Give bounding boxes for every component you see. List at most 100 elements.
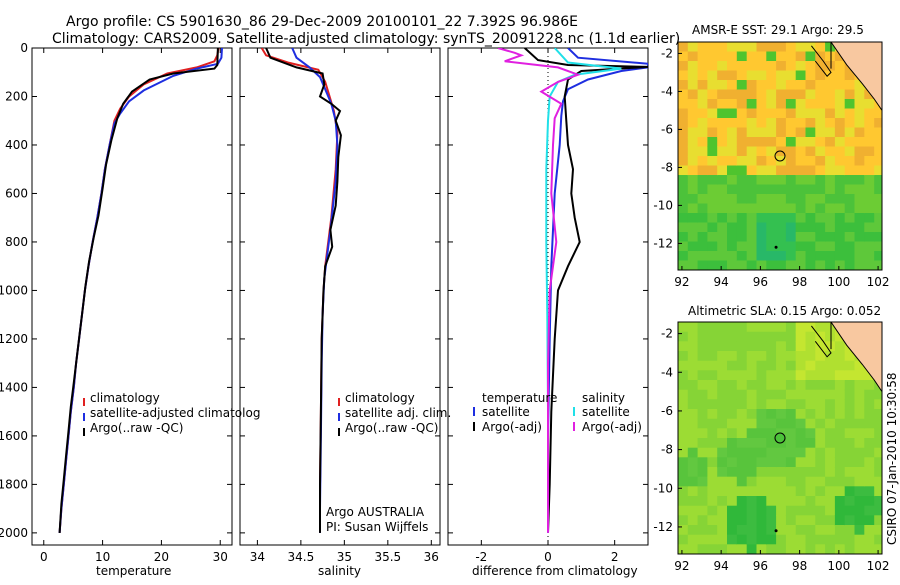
- map-cell: [854, 486, 865, 497]
- map-cell: [874, 409, 882, 420]
- map-cell: [834, 232, 846, 243]
- map-cell: [834, 467, 846, 478]
- map-cell: [825, 99, 836, 110]
- map-cell: [678, 515, 689, 526]
- map-cell: [795, 525, 807, 536]
- map-cell: [834, 194, 846, 205]
- series-line-salinity-satellite: [545, 48, 622, 533]
- map-cell: [864, 467, 875, 478]
- map-cell: [854, 108, 865, 119]
- map-cell: [834, 360, 846, 371]
- map-cell: [756, 80, 767, 91]
- map-cell: [687, 525, 699, 536]
- annotation-argo-australia: Argo AUSTRALIA: [326, 505, 425, 519]
- map-cell: [727, 194, 738, 205]
- map-cell: [815, 505, 826, 516]
- map-cell: [736, 70, 748, 81]
- map-cell: [736, 341, 748, 352]
- y-tick-label: 1800: [0, 477, 28, 491]
- map-cell: [795, 370, 807, 381]
- legend-entry-climatology: climatology: [90, 391, 160, 405]
- map-cell: [844, 476, 856, 487]
- map-cell: [697, 146, 708, 157]
- map-cell: [756, 515, 767, 526]
- map-cell: [736, 399, 748, 410]
- map-cell: [815, 331, 826, 342]
- map-cell: [844, 486, 856, 497]
- map-cell: [766, 467, 777, 478]
- map-cell: [854, 165, 865, 176]
- map-cell: [687, 438, 699, 449]
- map-cell: [697, 184, 708, 195]
- map-cell: [834, 389, 846, 400]
- island-outline: [811, 325, 832, 358]
- map-cell: [697, 399, 708, 410]
- salinity-legend: climatology satellite adj. clim. Argo(..…: [338, 391, 451, 436]
- map-cell: [727, 89, 738, 100]
- map-cell: [717, 156, 728, 167]
- map-x-tick-label: 98: [792, 275, 807, 289]
- map-cell: [864, 370, 875, 381]
- map-cell: [834, 476, 846, 487]
- map-cell: [746, 486, 758, 497]
- map-cell: [678, 89, 689, 100]
- map-cell: [825, 260, 836, 270]
- map-cell: [815, 222, 826, 233]
- map-cell: [785, 99, 797, 110]
- map-cell: [687, 380, 699, 391]
- map-cell: [766, 260, 777, 270]
- map-cell: [854, 360, 865, 371]
- sla-map-title: Altimetric SLA: 0.15 Argo: 0.052: [688, 304, 881, 318]
- map-cell: [678, 505, 689, 516]
- map-cell: [805, 457, 816, 468]
- map-cell: [795, 194, 807, 205]
- map-cell: [795, 146, 807, 157]
- map-cell: [834, 61, 846, 72]
- map-cell: [736, 360, 748, 371]
- map-cell: [805, 467, 816, 478]
- map-cell: [766, 251, 777, 262]
- map-cell: [707, 232, 718, 243]
- map-cell: [864, 515, 875, 526]
- map-cell: [766, 428, 777, 439]
- map-cell: [805, 486, 816, 497]
- map-cell: [795, 534, 807, 545]
- map-cell: [874, 476, 882, 487]
- map-cell: [785, 399, 797, 410]
- map-cell: [756, 438, 767, 449]
- map-cell: [874, 118, 882, 129]
- map-cell: [776, 241, 787, 252]
- map-cell: [874, 146, 882, 157]
- map-cell: [825, 418, 836, 429]
- map-cell: [756, 222, 767, 233]
- map-cell: [697, 409, 708, 420]
- map-cell: [825, 476, 836, 487]
- series-line-temperature-satellite: [547, 48, 648, 533]
- series-line-argo-raw-qc-: [58, 48, 219, 533]
- map-cell: [776, 194, 787, 205]
- map-cell: [687, 322, 699, 333]
- map-cell: [874, 428, 882, 439]
- map-cell: [854, 447, 865, 458]
- map-cell: [825, 438, 836, 449]
- map-x-tick-label: 100: [827, 559, 850, 573]
- map-cell: [874, 534, 882, 545]
- map-cell: [874, 137, 882, 148]
- map-cell: [825, 409, 836, 420]
- map-cell: [815, 380, 826, 391]
- map-cell: [697, 165, 708, 176]
- map-cell: [697, 438, 708, 449]
- map-cell: [727, 331, 738, 342]
- map-cell: [727, 534, 738, 545]
- map-cell: [717, 447, 728, 458]
- map-cell: [697, 457, 708, 468]
- map-cell: [844, 194, 856, 205]
- map-cell: [854, 203, 865, 214]
- map-cell: [795, 108, 807, 119]
- map-cell: [717, 331, 728, 342]
- map-cell: [707, 70, 718, 81]
- map-cell: [678, 438, 689, 449]
- map-cell: [707, 447, 718, 458]
- map-cell: [707, 51, 718, 62]
- map-cell: [697, 61, 708, 72]
